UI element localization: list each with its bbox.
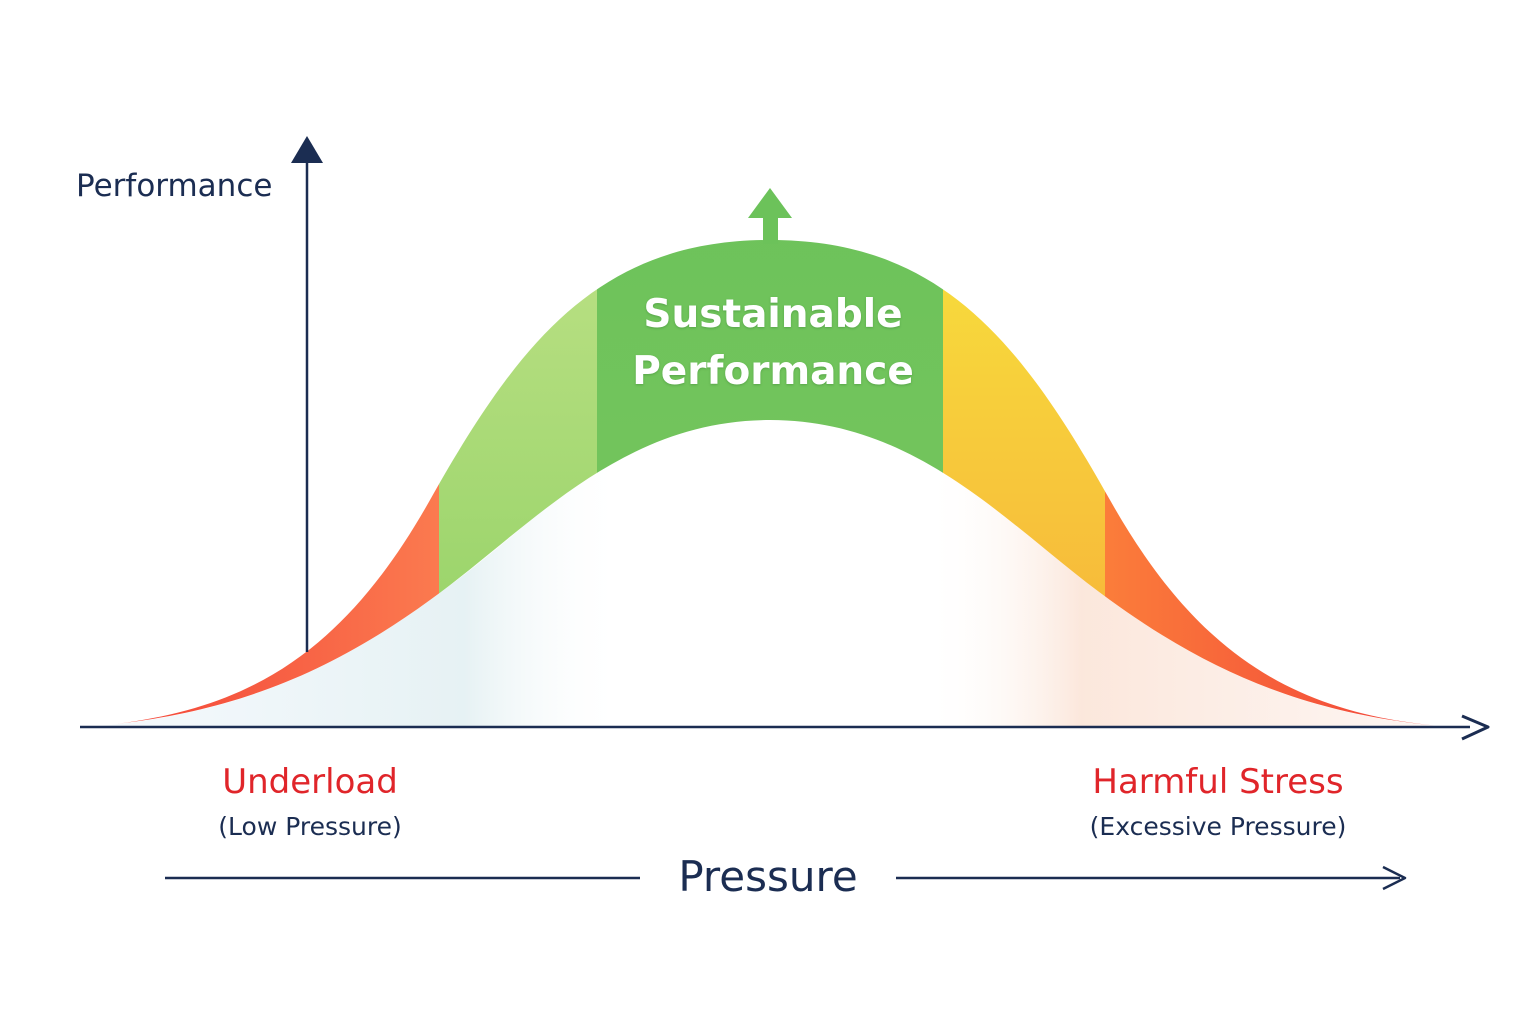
y-axis — [291, 136, 323, 652]
center-label-line2: Performance — [632, 349, 914, 394]
stress-haze — [925, 450, 1445, 727]
x-axis-label: Pressure — [640, 852, 896, 901]
up-arrow-icon — [748, 188, 792, 244]
underload-sublabel: (Low Pressure) — [218, 812, 402, 841]
pressure-arrowhead-icon — [1382, 865, 1407, 891]
harmful-stress-label: Harmful Stress — [1092, 762, 1344, 802]
x-axis-arrowhead-icon — [1461, 714, 1490, 741]
pressure-arrow — [165, 865, 1407, 891]
sustainable-performance-label: Sustainable Performance — [598, 286, 948, 400]
y-axis-label: Performance — [76, 168, 273, 204]
underload-label: Underload — [222, 762, 398, 802]
harmful-stress-sublabel: (Excessive Pressure) — [1089, 812, 1347, 841]
center-label-line1: Sustainable — [643, 292, 903, 337]
x-axis — [80, 714, 1490, 741]
y-axis-arrowhead-icon — [291, 136, 323, 163]
underload-haze — [90, 450, 625, 727]
